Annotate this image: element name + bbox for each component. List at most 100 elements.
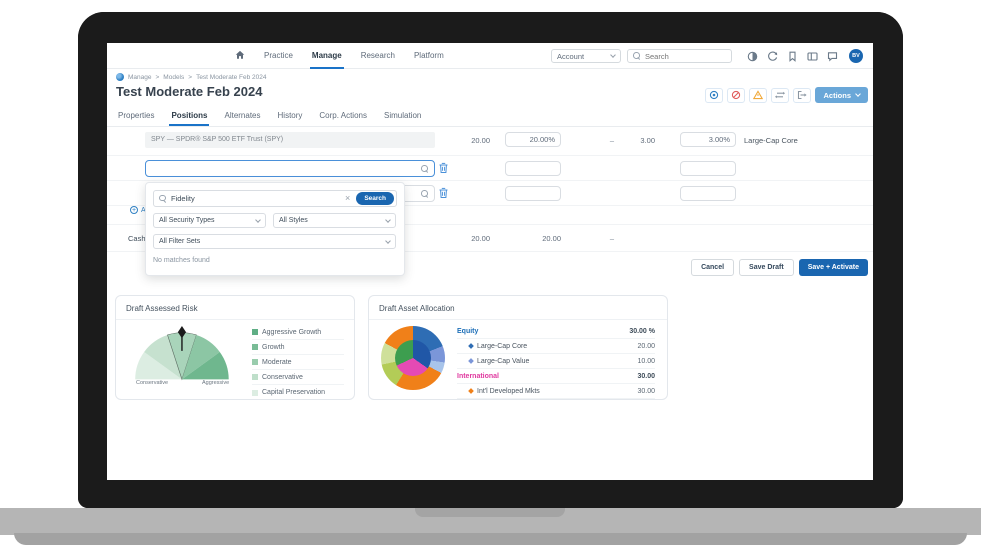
risk-gauge-chart: Conservative Aggressive xyxy=(124,324,246,392)
legend-label: Aggressive Growth xyxy=(262,328,322,336)
position-row-spy: SPY — SPDR® S&P 500 ETF Trust (SPY) 20.0… xyxy=(107,127,873,156)
nav-item-platform[interactable]: Platform xyxy=(413,50,444,60)
allocation-value: 30.00 % xyxy=(629,327,655,335)
tab-history[interactable]: History xyxy=(277,111,303,120)
legend-label: Growth xyxy=(262,343,285,351)
allocation-card-title: Draft Asset Allocation xyxy=(369,296,667,320)
laptop-trackpad-notch xyxy=(415,508,565,517)
security-types-value: All Security Types xyxy=(159,217,215,224)
search-icon xyxy=(159,194,167,203)
actions-menu-button[interactable]: Actions xyxy=(815,87,868,103)
delete-row-icon[interactable] xyxy=(438,162,450,175)
tolerance-percent-input[interactable] xyxy=(680,186,736,201)
breadcrumb-item-current: Test Moderate Feb 2024 xyxy=(196,73,267,81)
delete-row-icon[interactable] xyxy=(438,187,450,200)
export-button[interactable] xyxy=(793,87,812,103)
warning-button[interactable] xyxy=(749,87,768,103)
cash-target-value: 20.00 xyxy=(542,234,561,243)
restriction-alert-button[interactable] xyxy=(727,87,746,103)
global-search-input[interactable] xyxy=(645,51,726,61)
breadcrumb-item-models[interactable]: Models xyxy=(163,73,185,81)
allocation-child-label: Large-Cap Core xyxy=(457,343,603,350)
page-title: Test Moderate Feb 2024 xyxy=(116,84,263,99)
allocation-value: 20.00 xyxy=(637,342,655,350)
clear-icon[interactable]: × xyxy=(345,193,351,203)
bookmark-icon[interactable] xyxy=(786,50,799,63)
slice-marker-icon xyxy=(468,388,474,394)
current-percent-value: 20.00 xyxy=(471,136,490,145)
allocation-child-row: Large-Cap Value 10.00 xyxy=(457,354,655,369)
legend-label: Conservative xyxy=(262,373,303,381)
allocation-child-row: Int'l Developed Mkts 30.00 xyxy=(457,384,655,399)
tab-positions[interactable]: Positions xyxy=(169,105,209,126)
security-search-input[interactable] xyxy=(145,160,435,177)
target-risk-button[interactable] xyxy=(705,87,724,103)
user-avatar[interactable]: BV xyxy=(849,49,863,63)
save-activate-button[interactable]: Save + Activate xyxy=(798,259,868,276)
laptop-base-edge xyxy=(14,533,967,545)
refresh-icon[interactable] xyxy=(766,50,779,63)
allocation-child-label: Large-Cap Value xyxy=(457,358,603,365)
breadcrumb-item-manage[interactable]: Manage xyxy=(128,73,152,81)
allocation-value: 10.00 xyxy=(637,357,655,365)
legend-label: Capital Preservation xyxy=(262,389,326,396)
account-select[interactable]: Account xyxy=(551,49,621,63)
feedback-icon[interactable] xyxy=(826,50,839,63)
tolerance-percent-input[interactable] xyxy=(680,132,736,147)
breadcrumb-separator: > xyxy=(188,73,193,81)
min-percent-value: 3.00 xyxy=(640,136,655,145)
panel-search-button[interactable]: Search xyxy=(356,192,394,205)
tolerance-percent-input[interactable] xyxy=(680,161,736,176)
position-row-new-1 xyxy=(107,156,873,181)
tab-alternates[interactable]: Alternates xyxy=(224,111,261,120)
target-percent-input[interactable] xyxy=(505,161,561,176)
header-actions: Actions xyxy=(705,87,868,103)
save-draft-button[interactable]: Save Draft xyxy=(739,259,794,276)
account-select-value: Account xyxy=(557,51,585,61)
target-percent-input[interactable] xyxy=(505,186,561,201)
allocation-group-label: Equity xyxy=(457,327,479,335)
styles-select[interactable]: All Styles xyxy=(273,213,396,228)
allocation-group-row: International 30.00 xyxy=(457,369,655,384)
actions-menu-label: Actions xyxy=(823,90,851,100)
positions-editor: SPY — SPDR® S&P 500 ETF Trust (SPY) 20.0… xyxy=(107,127,873,277)
security-types-select[interactable]: All Security Types xyxy=(153,213,266,228)
legend-item: Capital Preservation xyxy=(252,385,344,399)
layout-panels-icon[interactable] xyxy=(806,50,819,63)
tab-bar: Properties Positions Alternates History … xyxy=(107,105,873,127)
legend-item: Growth xyxy=(252,340,344,355)
chevron-down-icon xyxy=(385,237,391,244)
panel-search-input[interactable] xyxy=(171,194,340,203)
styles-value: All Styles xyxy=(279,217,308,224)
gauge-left-label: Conservative xyxy=(136,380,169,386)
range-dash: – xyxy=(609,234,615,243)
compare-button[interactable] xyxy=(771,87,790,103)
legend-swatch xyxy=(252,344,258,350)
contrast-icon[interactable] xyxy=(746,50,759,63)
allocation-group-row: Equity 30.00 % xyxy=(457,324,655,339)
tab-simulation[interactable]: Simulation xyxy=(383,111,422,120)
nav-icon-group xyxy=(746,50,839,63)
allocation-child-row: Large-Cap Core 20.00 xyxy=(457,339,655,354)
security-name-field: SPY — SPDR® S&P 500 ETF Trust (SPY) xyxy=(145,132,435,148)
cancel-button[interactable]: Cancel xyxy=(691,259,735,276)
legend-swatch xyxy=(252,374,258,380)
chevron-down-icon xyxy=(855,91,861,97)
plus-circle-icon: + xyxy=(130,206,138,214)
panel-search-box[interactable]: × Search xyxy=(153,190,397,207)
tab-corp-actions[interactable]: Corp. Actions xyxy=(319,111,367,120)
target-percent-input[interactable] xyxy=(505,132,561,147)
slice-marker-icon xyxy=(468,358,474,364)
filter-sets-select[interactable]: All Filter Sets xyxy=(153,234,396,249)
tab-properties[interactable]: Properties xyxy=(118,111,155,120)
breadcrumb: Manage > Models > Test Moderate Feb 2024 xyxy=(116,73,267,81)
nav-item-practice[interactable]: Practice xyxy=(264,50,293,60)
range-dash: – xyxy=(609,136,615,145)
allocation-value: 30.00 xyxy=(637,372,655,380)
global-search[interactable] xyxy=(627,49,732,63)
home-icon[interactable] xyxy=(233,43,247,69)
nav-item-research[interactable]: Research xyxy=(360,50,395,60)
search-icon xyxy=(633,52,641,60)
nav-item-manage[interactable]: Manage xyxy=(309,43,344,69)
